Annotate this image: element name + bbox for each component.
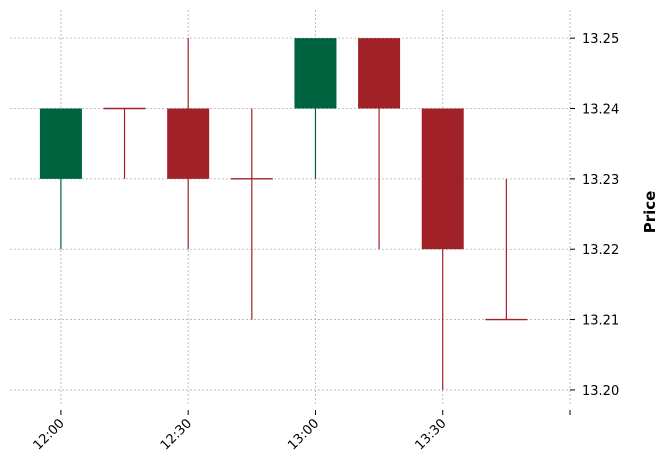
candle-body	[358, 38, 401, 109]
y-tick-label: 13.21	[582, 314, 619, 329]
candle	[358, 38, 401, 250]
candle	[294, 38, 337, 179]
candle-body	[39, 108, 82, 179]
candle	[39, 108, 82, 250]
candle	[167, 38, 210, 250]
candles	[39, 38, 528, 390]
y-tick-label: 13.22	[582, 243, 619, 258]
candle	[230, 108, 273, 320]
candle-body	[421, 108, 464, 250]
candle	[485, 178, 528, 321]
x-tick-label: 13:30	[412, 416, 449, 453]
y-axis-label: Price	[641, 191, 659, 234]
grid	[10, 10, 571, 404]
y-tick-label: 13.23	[582, 173, 619, 188]
y-tick-label: 13.20	[582, 384, 619, 399]
candle-body	[294, 38, 337, 109]
x-tick-label: 12:30	[158, 416, 195, 453]
x-tick-label: 13:00	[285, 416, 322, 453]
candle	[421, 108, 464, 390]
candle	[103, 107, 146, 179]
x-tick-label: 12:00	[31, 416, 68, 453]
y-tick-label: 13.24	[582, 103, 619, 118]
candle-body	[167, 108, 210, 179]
y-tick-label: 13.25	[582, 32, 619, 47]
